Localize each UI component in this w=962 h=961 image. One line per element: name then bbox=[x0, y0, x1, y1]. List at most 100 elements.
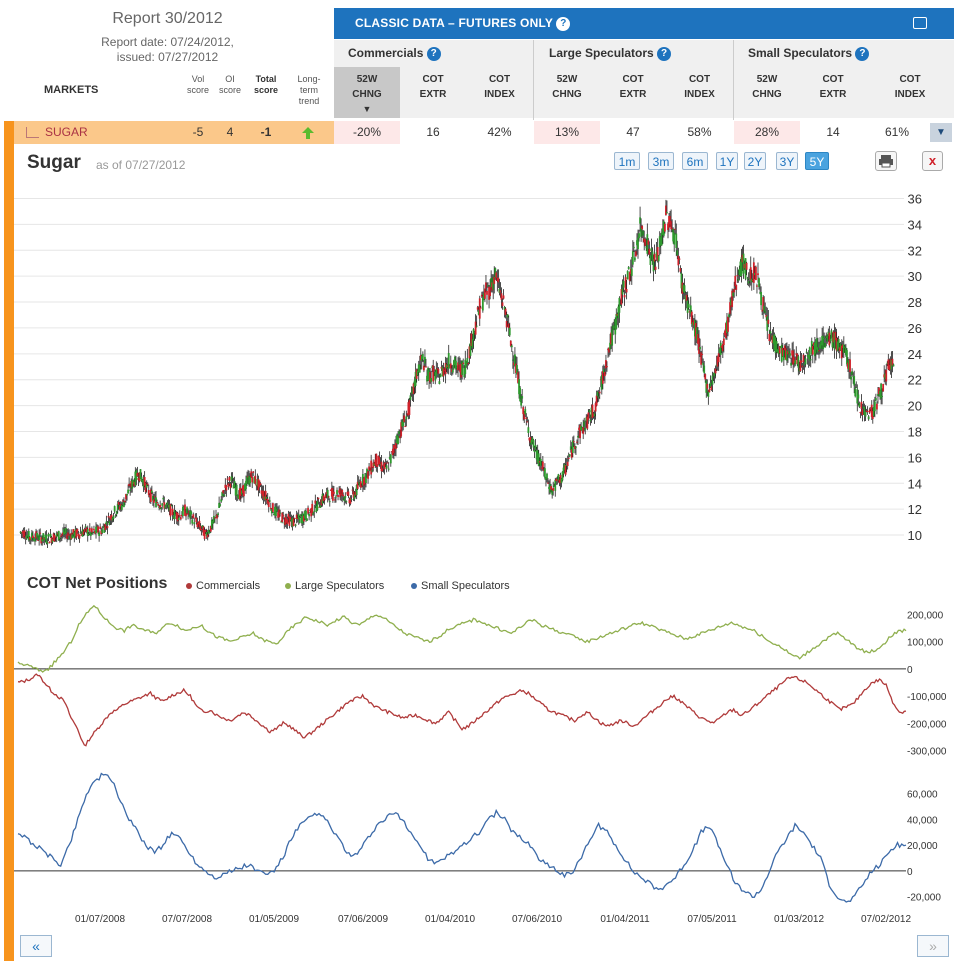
legend-large-speculators[interactable]: Large Speculators bbox=[285, 580, 384, 592]
candle-body bbox=[375, 453, 378, 467]
col-header-5[interactable]: COT INDEX bbox=[666, 67, 733, 118]
row-value-0: -20% bbox=[334, 121, 400, 144]
candle-body bbox=[733, 288, 736, 293]
col-header-line1: COT bbox=[899, 74, 921, 85]
print-icon[interactable] bbox=[913, 17, 927, 29]
market-row-sugar[interactable] bbox=[14, 121, 334, 144]
series-large-speculators bbox=[17, 604, 907, 673]
candle-body bbox=[172, 516, 175, 519]
candle-body bbox=[244, 483, 246, 491]
candle-body bbox=[748, 277, 751, 279]
group-large-speculators: Large Speculators ? bbox=[534, 40, 733, 67]
candle-body bbox=[203, 530, 206, 540]
candle-body bbox=[711, 375, 714, 385]
trend-header: Long-term trend bbox=[297, 74, 321, 106]
candle-body bbox=[676, 250, 679, 256]
candle-body bbox=[101, 529, 104, 533]
candle-body bbox=[709, 382, 712, 388]
help-icon[interactable]: ? bbox=[556, 16, 571, 31]
period-2Y[interactable]: 2Y bbox=[744, 152, 766, 170]
candle-body bbox=[108, 521, 111, 526]
col-header-8[interactable]: COT INDEX bbox=[866, 67, 954, 118]
col-header-4[interactable]: COT EXTR bbox=[600, 67, 666, 118]
col-header-line1: 52W bbox=[356, 74, 378, 85]
candle-body bbox=[693, 320, 696, 337]
candle-body bbox=[792, 350, 795, 365]
candle-body bbox=[581, 427, 584, 431]
next-button[interactable]: » bbox=[917, 935, 949, 957]
market-name[interactable]: SUGAR bbox=[45, 125, 88, 139]
candle-body bbox=[529, 437, 532, 443]
candle-body bbox=[789, 353, 791, 356]
candle-body bbox=[259, 483, 262, 486]
candle-body bbox=[827, 331, 830, 337]
candle-body bbox=[157, 503, 159, 506]
candle-body bbox=[355, 485, 358, 496]
candle-body bbox=[389, 454, 392, 464]
legend-commercials[interactable]: Commercials bbox=[186, 580, 260, 592]
candle-body bbox=[740, 257, 743, 276]
col-header-0[interactable]: 52W CHNG ▼ bbox=[334, 67, 400, 118]
col-header-2[interactable]: COT INDEX bbox=[466, 67, 533, 118]
candle-body bbox=[534, 445, 537, 450]
price-tick-label: 14 bbox=[908, 476, 922, 491]
help-icon[interactable]: ? bbox=[426, 46, 441, 61]
legend-small-speculators[interactable]: Small Speculators bbox=[411, 580, 510, 592]
candle-body bbox=[570, 449, 573, 458]
candle-body bbox=[805, 351, 808, 353]
candle-body bbox=[641, 225, 644, 230]
candle-body bbox=[245, 480, 247, 490]
candle-body bbox=[127, 489, 129, 494]
candle-body bbox=[855, 387, 858, 389]
chart-print-icon[interactable] bbox=[875, 151, 897, 171]
candle-body bbox=[32, 535, 34, 539]
prev-button[interactable]: « bbox=[20, 935, 52, 957]
candle-body bbox=[33, 539, 35, 541]
x-tick-label: 01/04/2011 bbox=[600, 914, 650, 925]
candle-body bbox=[518, 379, 520, 395]
period-5Y[interactable]: 5Y bbox=[805, 152, 829, 170]
candle-body bbox=[387, 468, 390, 470]
col-header-3[interactable]: 52W CHNG bbox=[534, 67, 600, 118]
col-header-7[interactable]: COT EXTR bbox=[800, 67, 866, 118]
expand-row-icon[interactable]: ▼ bbox=[930, 123, 952, 142]
period-1m[interactable]: 1m bbox=[614, 152, 640, 170]
candle-body bbox=[552, 487, 555, 491]
col-header-line1: 52W bbox=[756, 74, 778, 85]
help-icon[interactable]: ? bbox=[855, 46, 870, 61]
candle-body bbox=[27, 531, 30, 541]
candle-body bbox=[607, 349, 609, 351]
period-3Y[interactable]: 3Y bbox=[776, 152, 798, 170]
candle-body bbox=[155, 497, 157, 508]
candle-body bbox=[674, 228, 677, 230]
candle-body bbox=[320, 499, 323, 506]
candle-body bbox=[881, 395, 884, 397]
help-icon[interactable]: ? bbox=[657, 46, 672, 61]
candle-body bbox=[831, 337, 834, 348]
candle-body bbox=[885, 370, 888, 382]
candle-body bbox=[346, 491, 349, 495]
period-3m[interactable]: 3m bbox=[648, 152, 674, 170]
candle-body bbox=[394, 445, 396, 449]
candle-body bbox=[651, 251, 654, 260]
col-header-6[interactable]: 52W CHNG bbox=[734, 67, 800, 118]
price-tick-label: 26 bbox=[908, 321, 922, 336]
candle-body bbox=[406, 413, 409, 415]
candle-body bbox=[590, 407, 593, 418]
col-header-1[interactable]: COT EXTR bbox=[400, 67, 466, 118]
series-small-speculators bbox=[17, 772, 907, 903]
candle-body bbox=[167, 504, 170, 508]
candle-body bbox=[691, 322, 694, 326]
candle-body bbox=[80, 533, 83, 536]
candle-body bbox=[652, 258, 655, 272]
candle-body bbox=[882, 383, 885, 392]
close-chart-button[interactable]: x bbox=[922, 151, 943, 171]
period-6m[interactable]: 6m bbox=[682, 152, 708, 170]
candle-body bbox=[92, 532, 94, 534]
candle-body bbox=[247, 476, 249, 478]
period-1Y[interactable]: 1Y bbox=[716, 152, 738, 170]
candle-body bbox=[224, 484, 227, 489]
candle-body bbox=[219, 504, 222, 506]
candle-body bbox=[227, 483, 230, 487]
candle-body bbox=[830, 330, 833, 339]
